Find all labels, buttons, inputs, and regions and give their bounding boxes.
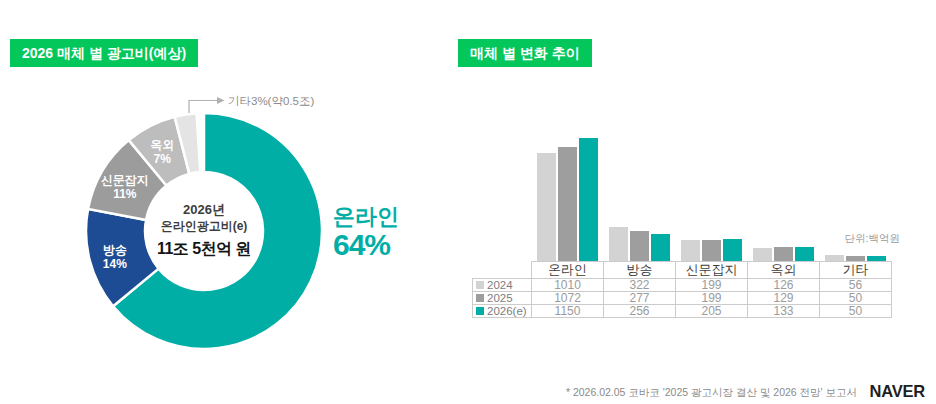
table-value-cell: 56 <box>820 279 892 292</box>
donut-center-line1: 2026년 <box>119 202 289 219</box>
donut-segment-label: 신문잡지 <box>101 173 149 187</box>
bar-2025-방송 <box>630 231 649 261</box>
table-value-cell: 277 <box>604 292 676 305</box>
series-label-2024: 2024 <box>473 279 532 292</box>
table-value-cell: 1010 <box>532 279 604 292</box>
bar-2024-옥외 <box>753 248 772 261</box>
series-label-2026(e): 2026(e) <box>473 305 532 318</box>
table-value-cell: 199 <box>676 279 748 292</box>
donut-highlight-name: 온라인 <box>333 206 399 228</box>
table-row-2025: 2025107227719912950 <box>473 292 892 305</box>
table-corner-cell <box>473 262 532 279</box>
table-header-기타: 기타 <box>820 262 892 279</box>
donut-callout-label: 기타3%(약0.5조) <box>228 95 314 107</box>
bar-2025-옥외 <box>774 247 793 261</box>
bar-2026(e)-옥외 <box>795 247 814 261</box>
bar-2026(e)-온라인 <box>579 138 598 261</box>
bar-2024-방송 <box>609 227 628 261</box>
donut-center-line2: 온라인광고비(e) <box>119 219 289 235</box>
page: 2026 매체 별 광고비(예상) 매체 별 변화 추이 방송14%신문잡지11… <box>0 0 936 404</box>
donut-segment-label: 11% <box>113 187 137 201</box>
legend-swatch-icon <box>476 294 484 302</box>
table-header-신문잡지: 신문잡지 <box>676 262 748 279</box>
table-value-cell: 1150 <box>532 305 604 318</box>
table-value-cell: 133 <box>748 305 820 318</box>
bar-2024-온라인 <box>537 153 556 261</box>
naver-logo: NAVER <box>869 382 925 401</box>
table-value-cell: 322 <box>604 279 676 292</box>
donut-center-label: 2026년 온라인광고비(e) 11조 5천억 원 <box>119 202 289 260</box>
table-value-cell: 126 <box>748 279 820 292</box>
table-row-2026(e): 2026(e)115025620513350 <box>473 305 892 318</box>
table-value-cell: 205 <box>676 305 748 318</box>
table-value-cell: 256 <box>604 305 676 318</box>
table-row-2024: 2024101032219912656 <box>473 279 892 292</box>
table-value-cell: 50 <box>820 292 892 305</box>
donut-segment-label: 옥외 <box>150 138 174 152</box>
table-value-cell: 50 <box>820 305 892 318</box>
table-header-온라인: 온라인 <box>532 262 604 279</box>
table-value-cell: 1072 <box>532 292 604 305</box>
donut-highlight-label: 온라인 64% <box>333 206 399 260</box>
data-table: 온라인방송신문잡지옥외기타202410103221991265620251072… <box>472 261 892 318</box>
bar-2025-온라인 <box>558 147 577 261</box>
table-value-cell: 199 <box>676 292 748 305</box>
bar-2026(e)-방송 <box>651 234 670 261</box>
table-header-방송: 방송 <box>604 262 676 279</box>
table-header-옥외: 옥외 <box>748 262 820 279</box>
donut-center-amount: 11조 5천억 원 <box>119 239 289 260</box>
legend-swatch-icon <box>476 307 484 315</box>
series-label-2025: 2025 <box>473 292 532 305</box>
unit-note: 단위:백억원 <box>700 232 900 246</box>
legend-swatch-icon <box>476 281 484 289</box>
bar-2024-신문잡지 <box>681 240 700 261</box>
source-footnote: * 2026.02.05 코바코 '2025 광고시장 결산 및 2026 전망… <box>566 386 857 400</box>
donut-highlight-value: 64% <box>333 230 399 260</box>
table-value-cell: 129 <box>748 292 820 305</box>
callout-arrow-icon <box>217 97 225 104</box>
callout-leader-line <box>189 101 217 114</box>
donut-segment-label: 7% <box>154 152 172 166</box>
